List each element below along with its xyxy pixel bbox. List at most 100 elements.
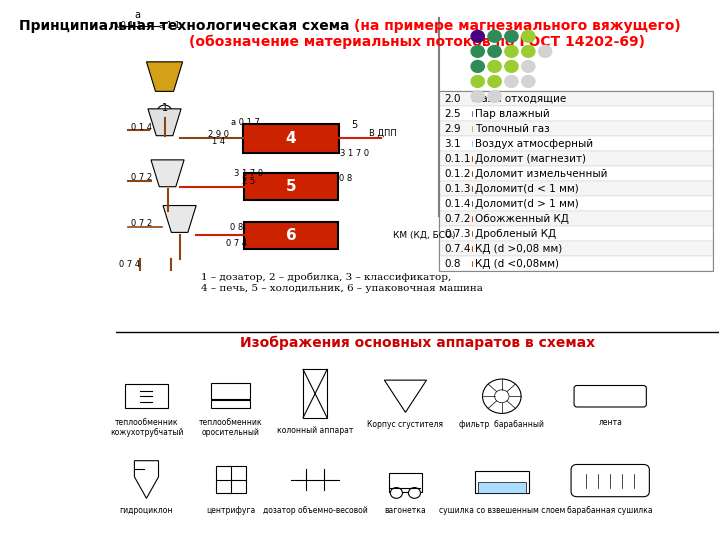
Circle shape — [539, 45, 552, 57]
Text: 0.8: 0.8 — [444, 259, 461, 269]
Text: КМ (КД, БСО): КМ (КД, БСО) — [393, 231, 456, 240]
Text: 0.1.2: 0.1.2 — [444, 169, 471, 179]
Bar — [438, 166, 713, 181]
Text: Корпус сгустителя: Корпус сгустителя — [367, 421, 444, 429]
Circle shape — [522, 30, 535, 42]
Circle shape — [471, 60, 485, 72]
Text: 0 8: 0 8 — [230, 222, 243, 232]
Text: 0 7 2: 0 7 2 — [132, 173, 153, 182]
Text: 0.7.4: 0.7.4 — [444, 244, 471, 254]
Bar — [438, 91, 713, 106]
Circle shape — [488, 91, 501, 103]
Circle shape — [505, 30, 518, 42]
Bar — [438, 151, 713, 166]
Text: Принципиальная технологическая схема: Принципиальная технологическая схема — [19, 18, 354, 32]
Bar — [438, 256, 713, 271]
Text: Обожженный КД: Обожженный КД — [474, 214, 569, 224]
Circle shape — [522, 45, 535, 57]
Text: 5: 5 — [351, 120, 357, 130]
Text: барабанная сушилка: барабанная сушилка — [567, 507, 653, 515]
Text: Доломит (магнезит): Доломит (магнезит) — [474, 154, 585, 164]
Text: 0 7 4: 0 7 4 — [226, 239, 248, 248]
Text: 3 1 7 0: 3 1 7 0 — [340, 149, 369, 158]
Circle shape — [471, 91, 485, 103]
Circle shape — [505, 76, 518, 87]
Circle shape — [488, 45, 501, 57]
Text: фильтр  барабанный: фильтр барабанный — [459, 421, 544, 429]
Bar — [477, 482, 526, 493]
Text: а: а — [135, 10, 140, 20]
Bar — [244, 173, 338, 200]
Circle shape — [505, 45, 518, 57]
Bar — [243, 124, 339, 153]
Text: Доломит измельченный: Доломит измельченный — [474, 169, 607, 179]
Bar — [438, 181, 713, 196]
Text: Пар влажный: Пар влажный — [474, 109, 549, 119]
Circle shape — [488, 76, 501, 87]
Bar — [125, 384, 168, 408]
Text: Доломит(d < 1 мм): Доломит(d < 1 мм) — [474, 184, 578, 194]
Circle shape — [471, 45, 485, 57]
Text: теплообменник
кожухотрубчатый: теплообменник кожухотрубчатый — [109, 418, 183, 437]
Bar — [216, 466, 246, 493]
Circle shape — [471, 30, 485, 42]
Circle shape — [390, 488, 402, 498]
Text: 3 1 7 0: 3 1 7 0 — [234, 169, 264, 178]
FancyBboxPatch shape — [574, 386, 647, 407]
Bar — [474, 471, 529, 493]
Text: 0 7 4: 0 7 4 — [120, 260, 140, 269]
Text: центрифуга: центрифуга — [206, 507, 256, 515]
Bar — [438, 106, 713, 120]
Polygon shape — [384, 380, 426, 413]
Bar — [438, 226, 713, 241]
Circle shape — [482, 379, 521, 414]
Bar — [244, 221, 338, 248]
Text: лента: лента — [598, 418, 622, 427]
Text: Воздух атмосферный: Воздух атмосферный — [474, 139, 593, 149]
Bar — [211, 383, 251, 399]
FancyBboxPatch shape — [571, 464, 649, 497]
Text: 2.9: 2.9 — [444, 124, 462, 134]
Text: а 0 1 7: а 0 1 7 — [231, 118, 260, 127]
Bar — [438, 91, 713, 271]
Text: КД (d >0,08 мм): КД (d >0,08 мм) — [474, 244, 562, 254]
Text: Дробленый КД: Дробленый КД — [474, 229, 556, 239]
Circle shape — [522, 76, 535, 87]
Bar — [303, 369, 327, 418]
Text: (обозначение материальных потоков по ГОСТ 14202-69): (обозначение материальных потоков по ГОС… — [189, 35, 646, 49]
Circle shape — [408, 488, 420, 498]
Text: 0.1.4: 0.1.4 — [444, 199, 471, 209]
Text: колонный аппарат: колонный аппарат — [277, 426, 354, 435]
Text: 1 4: 1 4 — [212, 137, 225, 146]
Text: ν0 1 1: ν0 1 1 — [117, 21, 142, 30]
Polygon shape — [146, 62, 183, 91]
Text: 0.7.2: 0.7.2 — [444, 214, 471, 224]
Text: дозатор объемно-весовой: дозатор объемно-весовой — [263, 507, 367, 515]
Text: 0 1 4: 0 1 4 — [132, 123, 153, 132]
Polygon shape — [151, 160, 184, 187]
Text: В ДПП: В ДПП — [369, 129, 397, 138]
Text: Топочный газ: Топочный газ — [474, 124, 549, 134]
Circle shape — [522, 60, 535, 72]
Circle shape — [157, 105, 172, 118]
Text: 2.0: 2.0 — [444, 94, 461, 104]
Text: 0.7.3: 0.7.3 — [444, 229, 471, 239]
Bar — [438, 120, 713, 136]
Circle shape — [488, 30, 501, 42]
Bar — [389, 473, 422, 491]
Text: 2.5: 2.5 — [444, 109, 462, 119]
Text: 2 9 0: 2 9 0 — [208, 130, 229, 139]
Circle shape — [471, 76, 485, 87]
Bar — [438, 196, 713, 211]
Text: гидроциклон: гидроциклон — [120, 507, 174, 515]
Text: сушилка со взвешенным слоем: сушилка со взвешенным слоем — [438, 507, 565, 515]
Polygon shape — [135, 461, 158, 498]
Text: 3.1: 3.1 — [444, 139, 462, 149]
Text: вагонетка: вагонетка — [384, 507, 426, 515]
Text: 6: 6 — [286, 227, 297, 242]
Text: 2 5: 2 5 — [243, 177, 256, 186]
Text: (на примере магнезиального вяжущего): (на примере магнезиального вяжущего) — [354, 18, 681, 32]
Text: Доломит(d > 1 мм): Доломит(d > 1 мм) — [474, 199, 578, 209]
Polygon shape — [148, 109, 181, 136]
Circle shape — [488, 60, 501, 72]
